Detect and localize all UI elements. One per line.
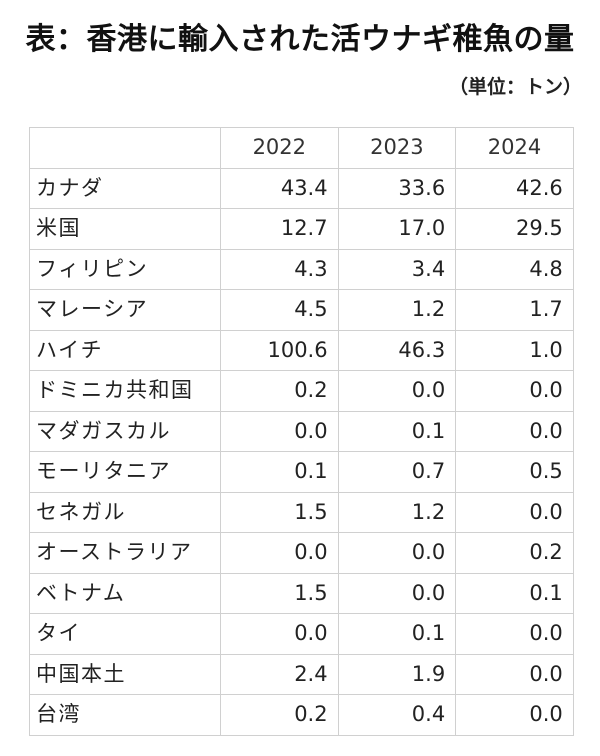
country-name-cell: タイ [29, 613, 221, 655]
value-cell-2023: 46.3 [337, 329, 457, 371]
value-cell-2024: 1.0 [455, 329, 574, 371]
value-cell-2023: 3.4 [337, 248, 457, 290]
value-cell-2024: 42.6 [455, 167, 574, 209]
value-cell-2022: 0.1 [220, 451, 339, 493]
value-cell-2022: 43.4 [220, 167, 339, 209]
table-row: ハイチ 100.6 46.3 1.0 [29, 329, 574, 371]
value-cell-2022: 100.6 [220, 329, 339, 371]
value-cell-2022: 0.0 [220, 613, 339, 655]
value-cell-2024: 0.5 [455, 451, 574, 493]
table-row: ベトナム 1.5 0.0 0.1 [29, 572, 574, 614]
country-name-cell: 米国 [29, 208, 221, 250]
table-row: マダガスカル 0.0 0.1 0.0 [29, 410, 574, 452]
table-row: 中国本土 2.4 1.9 0.0 [29, 653, 574, 695]
table-row: 台湾 0.2 0.4 0.0 [29, 694, 574, 736]
table-row: タイ 0.0 0.1 0.0 [29, 613, 574, 655]
value-cell-2024: 4.8 [455, 248, 574, 290]
country-name-cell: フィリピン [29, 248, 221, 290]
value-cell-2024: 0.0 [455, 653, 574, 695]
header-year-2023: 2023 [337, 127, 457, 169]
value-cell-2024: 0.0 [455, 370, 574, 412]
value-cell-2022: 12.7 [220, 208, 339, 250]
table-row: モーリタニア 0.1 0.7 0.5 [29, 451, 574, 493]
value-cell-2022: 0.0 [220, 532, 339, 574]
value-cell-2024: 0.2 [455, 532, 574, 574]
country-name-cell: ドミニカ共和国 [29, 370, 221, 412]
value-cell-2024: 0.1 [455, 572, 574, 614]
table-row: カナダ 43.4 33.6 42.6 [29, 167, 574, 209]
value-cell-2023: 1.2 [337, 289, 457, 331]
value-cell-2023: 1.9 [337, 653, 457, 695]
value-cell-2024: 0.0 [455, 410, 574, 452]
table-row: フィリピン 4.3 3.4 4.8 [29, 248, 574, 290]
country-name-cell: ハイチ [29, 329, 221, 371]
table-row: 米国 12.7 17.0 29.5 [29, 208, 574, 250]
value-cell-2023: 0.4 [337, 694, 457, 736]
value-cell-2022: 4.3 [220, 248, 339, 290]
table-title: 表：香港に輸入された活ウナギ稚魚の量 [25, 22, 575, 57]
country-name-cell: ベトナム [29, 572, 221, 614]
value-cell-2022: 1.5 [220, 572, 339, 614]
value-cell-2023: 33.6 [337, 167, 457, 209]
value-cell-2022: 0.2 [220, 370, 339, 412]
value-cell-2023: 0.1 [337, 410, 457, 452]
value-cell-2022: 2.4 [220, 653, 339, 695]
table-row: マレーシア 4.5 1.2 1.7 [29, 289, 574, 331]
value-cell-2023: 0.0 [337, 370, 457, 412]
country-name-cell: マレーシア [29, 289, 221, 331]
header-year-2024: 2024 [455, 127, 574, 169]
country-name-cell: 中国本土 [29, 653, 221, 695]
value-cell-2024: 29.5 [455, 208, 574, 250]
value-cell-2024: 0.0 [455, 613, 574, 655]
value-cell-2023: 17.0 [337, 208, 457, 250]
country-name-cell: 台湾 [29, 694, 221, 736]
unit-label: （単位：トン） [448, 76, 582, 98]
table-row: セネガル 1.5 1.2 0.0 [29, 491, 574, 533]
value-cell-2023: 1.2 [337, 491, 457, 533]
value-cell-2022: 0.0 [220, 410, 339, 452]
header-row: 2022 2023 2024 [29, 127, 574, 169]
value-cell-2023: 0.7 [337, 451, 457, 493]
country-name-cell: セネガル [29, 491, 221, 533]
value-cell-2023: 0.0 [337, 532, 457, 574]
country-name-cell: マダガスカル [29, 410, 221, 452]
value-cell-2024: 0.0 [455, 694, 574, 736]
header-corner-cell [29, 127, 221, 169]
eel-import-table: 2022 2023 2024 カナダ 43.4 33.6 42.6 米国 12.7 17.0… [29, 127, 574, 736]
value-cell-2022: 1.5 [220, 491, 339, 533]
country-name-cell: オーストラリア [29, 532, 221, 574]
value-cell-2023: 0.1 [337, 613, 457, 655]
value-cell-2022: 4.5 [220, 289, 339, 331]
table-row: オーストラリア 0.0 0.0 0.2 [29, 532, 574, 574]
header-year-2022: 2022 [220, 127, 339, 169]
country-name-cell: モーリタニア [29, 451, 221, 493]
value-cell-2024: 0.0 [455, 491, 574, 533]
value-cell-2023: 0.0 [337, 572, 457, 614]
value-cell-2022: 0.2 [220, 694, 339, 736]
value-cell-2024: 1.7 [455, 289, 574, 331]
table-body: カナダ 43.4 33.6 42.6 米国 12.7 17.0 29.5 フィリピン 4.3 3.4… [29, 167, 574, 736]
table-row: ドミニカ共和国 0.2 0.0 0.0 [29, 370, 574, 412]
country-name-cell: カナダ [29, 167, 221, 209]
